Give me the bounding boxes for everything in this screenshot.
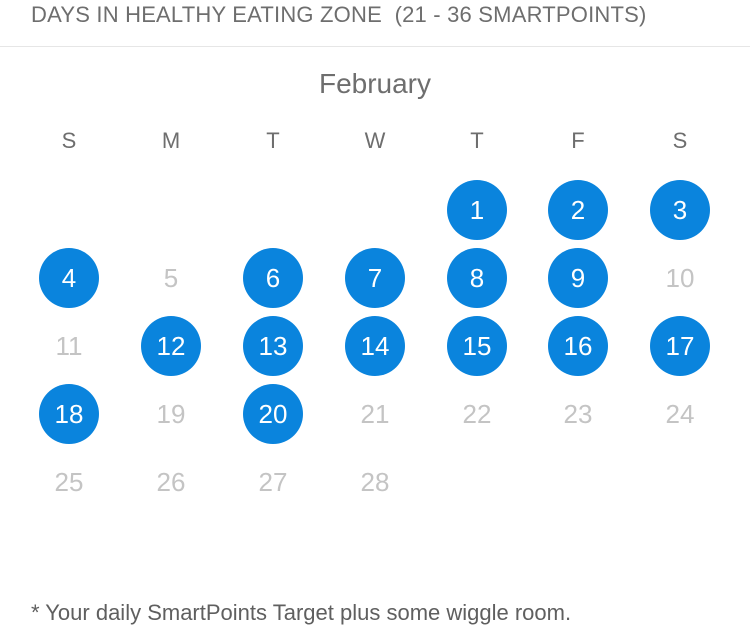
calendar-day[interactable]: 24 [665,398,695,429]
calendar-day[interactable]: 23 [563,398,593,429]
calendar-day-in-zone[interactable]: 16 [548,316,608,376]
calendar-day-in-zone[interactable]: 12 [141,316,201,376]
calendar-day[interactable]: 27 [258,466,288,497]
calendar-day-in-zone[interactable]: 20 [243,384,303,444]
weekday-label: W [364,128,386,153]
calendar-day-in-zone[interactable]: 17 [650,316,710,376]
calendar-day[interactable]: 28 [360,466,390,497]
weekday-label: T [470,128,484,153]
calendar-day-in-zone[interactable]: 9 [548,248,608,308]
calendar-day-in-zone[interactable]: 14 [345,316,405,376]
footnote: * Your daily SmartPoints Target plus som… [31,600,572,625]
calendar-day-in-zone[interactable]: 8 [447,248,507,308]
weekday-label: S [672,128,688,153]
calendar-day-in-zone[interactable]: 3 [650,180,710,240]
calendar-day[interactable]: 21 [360,398,390,429]
calendar-day[interactable]: 22 [462,398,492,429]
calendar-day-in-zone[interactable]: 2 [548,180,608,240]
weekday-label: S [61,128,77,153]
calendar-day-in-zone[interactable]: 1 [447,180,507,240]
calendar-day[interactable]: 11 [55,330,83,361]
section-header: DAYS IN HEALTHY EATING ZONE (21 - 36 SMA… [0,0,750,47]
calendar-day[interactable]: 26 [156,466,186,497]
calendar-day[interactable]: 5 [163,262,179,293]
calendar-day-in-zone[interactable]: 4 [39,248,99,308]
weekday-label: F [571,128,585,153]
calendar-day-in-zone[interactable]: 15 [447,316,507,376]
calendar-day-in-zone[interactable]: 7 [345,248,405,308]
section-title: DAYS IN HEALTHY EATING ZONE (21 - 36 SMA… [31,2,647,27]
calendar-day-in-zone[interactable]: 13 [243,316,303,376]
calendar-day-in-zone[interactable]: 18 [39,384,99,444]
weekday-label: M [161,128,181,153]
calendar-day[interactable]: 25 [54,466,84,497]
calendar-day[interactable]: 10 [665,262,695,293]
weekday-label: T [266,128,280,153]
calendar-day[interactable]: 19 [156,398,186,429]
month-title: February [318,68,432,99]
calendar-day-in-zone[interactable]: 6 [243,248,303,308]
